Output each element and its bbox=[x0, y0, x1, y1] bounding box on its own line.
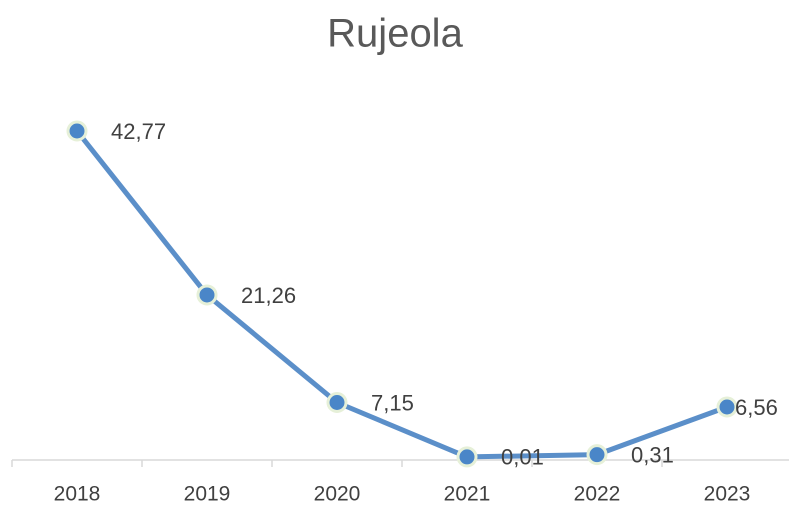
x-tick-label: 2021 bbox=[444, 483, 491, 506]
x-tick-label: 2019 bbox=[184, 483, 231, 506]
data-label: 0,01 bbox=[501, 445, 544, 470]
marker bbox=[326, 392, 348, 414]
marker bbox=[586, 444, 608, 466]
marker bbox=[456, 446, 478, 468]
marker bbox=[196, 284, 218, 306]
data-label: 42,77 bbox=[111, 119, 166, 144]
line bbox=[75, 129, 728, 460]
chart-title: Rujeola bbox=[327, 12, 463, 56]
x-tick-label: 2023 bbox=[704, 483, 751, 506]
data-label: 7,15 bbox=[371, 390, 414, 415]
x-tick-label: 2018 bbox=[54, 483, 101, 506]
marker bbox=[716, 396, 738, 418]
data-label: 0,31 bbox=[631, 442, 674, 467]
x-tick-label: 2022 bbox=[574, 483, 621, 506]
x-tick-label: 2020 bbox=[314, 483, 361, 506]
data-label: 21,26 bbox=[241, 283, 296, 308]
data-label: 6,56 bbox=[735, 395, 778, 420]
marker bbox=[66, 120, 88, 142]
